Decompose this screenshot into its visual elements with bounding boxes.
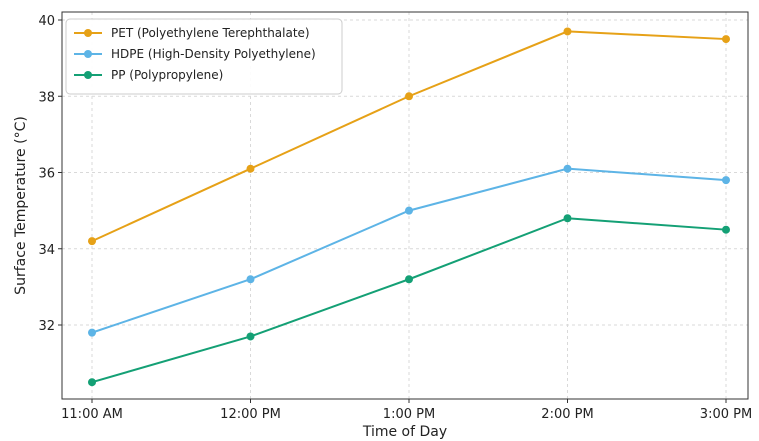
y-tick-label: 34 [38,243,55,258]
series-group [88,27,730,387]
x-tick-label: 1:00 PM [383,407,435,422]
data-point [722,35,730,44]
x-axis-title: Time of Day [362,424,447,440]
axes [58,11,749,403]
data-point [246,332,255,341]
x-tick-label: 2:00 PM [541,407,593,422]
data-point [246,164,255,173]
data-point [88,328,96,337]
x-tick-label: 3:00 PM [700,407,752,422]
y-tick-label: 40 [38,14,55,29]
legend: PET (Polyethylene Terephthalate) HDPE (Hi… [65,18,343,95]
legend-swatch-marker [84,29,92,37]
data-point [563,27,572,36]
data-point [88,237,96,246]
data-point [405,206,413,215]
legend-label: PET (Polyethylene Terephthalate) [111,26,310,40]
tick-labels: 11:00 AM 12:00 PM 1:00 PM 2:00 PM 3:00 PM 32 3… [38,14,752,422]
legend-label: HDPE (High-Density Polyethylene) [111,47,316,61]
legend-box [65,18,343,95]
x-tick-label: 12:00 PM [220,407,281,422]
data-point [246,275,255,284]
plot-frame [61,11,749,400]
y-tick-label: 36 [38,167,55,182]
y-tick-label: 38 [38,90,55,105]
data-point [563,164,572,173]
data-point [88,378,96,387]
legend-swatch-marker [84,71,92,79]
y-axis-title: Surface Temperature (°C) [13,116,29,295]
data-point [722,176,730,185]
legend-swatch-marker [84,50,92,58]
data-point [563,214,572,223]
x-tick-label: 11:00 AM [61,407,123,422]
data-point [722,225,730,234]
data-point [405,275,413,284]
data-point [405,92,413,101]
y-tick-label: 32 [38,319,55,334]
legend-label: PP (Polypropylene) [111,68,223,82]
